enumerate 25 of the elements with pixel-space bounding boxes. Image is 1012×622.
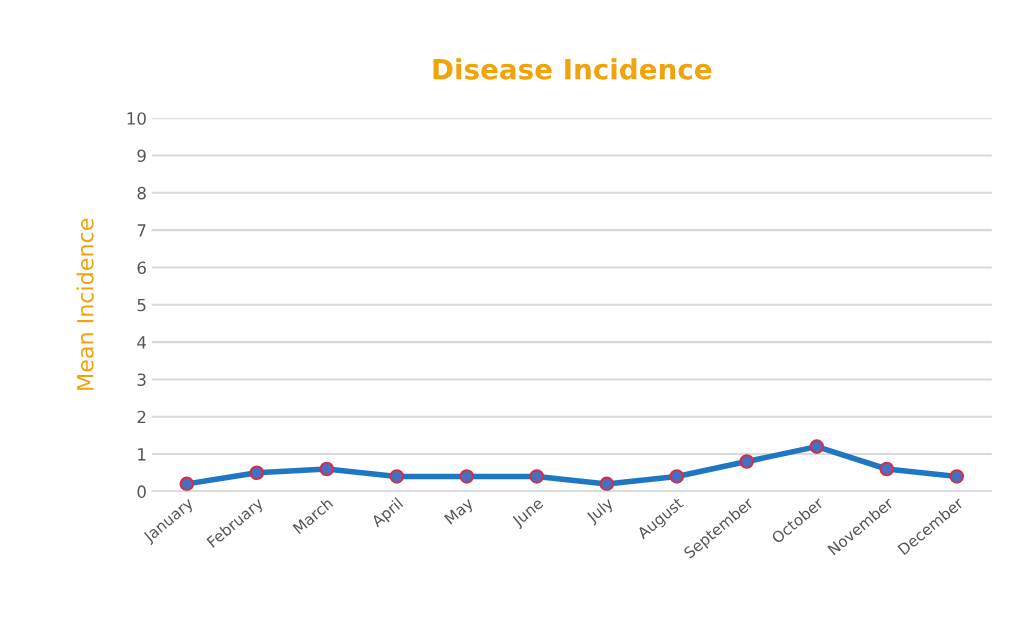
point bbox=[249, 465, 265, 481]
point bbox=[319, 461, 335, 477]
y-tick-label: 0 bbox=[137, 485, 146, 498]
point bbox=[949, 469, 965, 484]
point bbox=[809, 439, 825, 454]
y-tick-label: 7 bbox=[137, 224, 146, 237]
y-axis-title: Mean Incidence bbox=[76, 218, 94, 390]
y-tick-label: 3 bbox=[137, 373, 146, 386]
y-tick-label: 5 bbox=[137, 298, 146, 312]
chart-title: Disease Incidence bbox=[433, 58, 712, 80]
y-tick-label: 8 bbox=[137, 186, 146, 200]
point bbox=[459, 469, 475, 484]
point bbox=[529, 469, 545, 484]
point bbox=[179, 476, 195, 492]
y-tick-label: 4 bbox=[137, 336, 146, 349]
point bbox=[599, 476, 615, 492]
point bbox=[739, 454, 755, 469]
y-tick-label: 2 bbox=[137, 410, 146, 424]
y-tick-label: 1 bbox=[138, 448, 146, 461]
y-tick-label: 10 bbox=[127, 112, 146, 125]
point bbox=[879, 461, 895, 477]
point bbox=[389, 469, 405, 484]
point bbox=[669, 469, 685, 484]
y-tick-label: 9 bbox=[137, 149, 146, 163]
y-tick-label: 6 bbox=[137, 261, 146, 275]
